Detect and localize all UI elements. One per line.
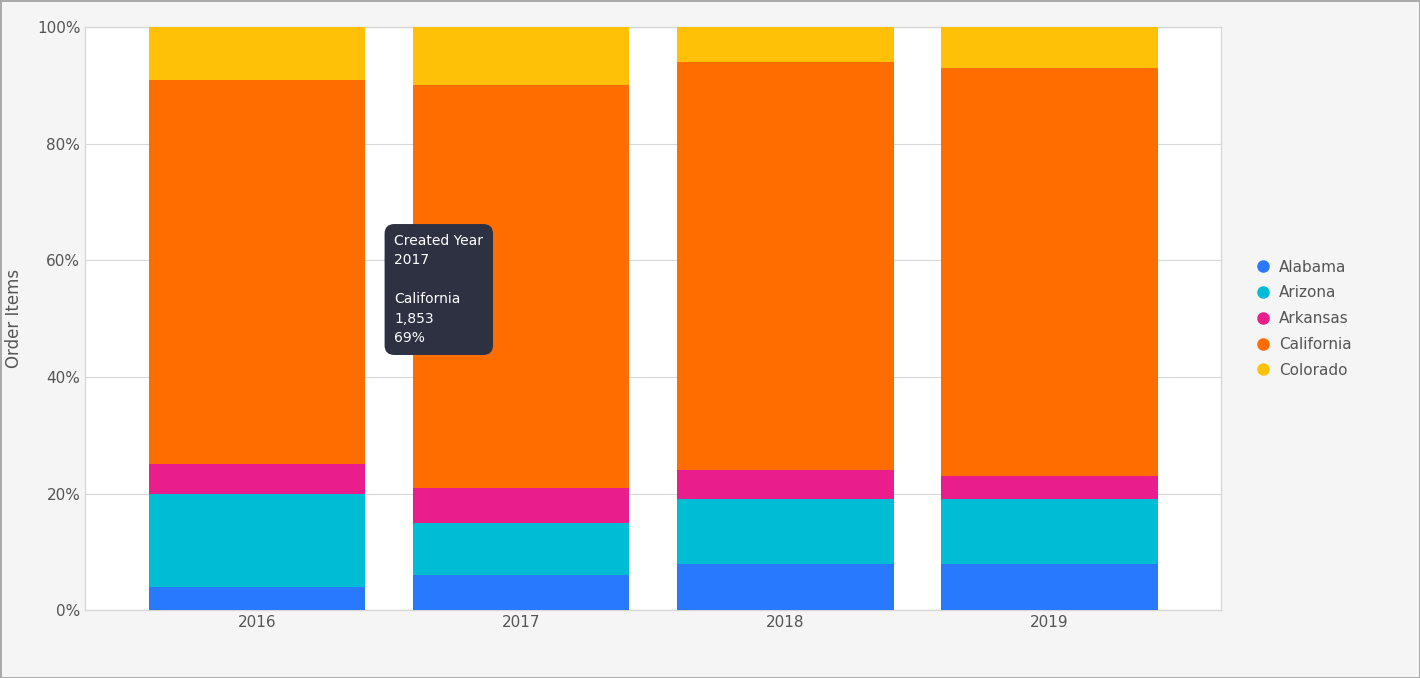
Bar: [413, 523, 629, 575]
Text: Created Year
2017

California
1,853
69%: Created Year 2017 California 1,853 69%: [395, 234, 483, 345]
Bar: [413, 85, 629, 487]
Bar: [941, 68, 1157, 476]
Bar: [941, 563, 1157, 610]
Bar: [149, 587, 365, 610]
Bar: [413, 27, 629, 85]
Bar: [677, 500, 893, 563]
Bar: [149, 494, 365, 587]
Bar: [149, 27, 365, 79]
Y-axis label: Order Items: Order Items: [4, 269, 23, 368]
Bar: [149, 79, 365, 464]
Bar: [677, 563, 893, 610]
Bar: [413, 487, 629, 523]
Bar: [941, 500, 1157, 563]
Bar: [677, 27, 893, 62]
Legend: Alabama, Arizona, Arkansas, California, Colorado: Alabama, Arizona, Arkansas, California, …: [1251, 252, 1359, 385]
Bar: [413, 575, 629, 610]
Bar: [149, 464, 365, 494]
Bar: [941, 27, 1157, 68]
Bar: [677, 62, 893, 471]
Bar: [941, 476, 1157, 500]
Bar: [677, 471, 893, 500]
